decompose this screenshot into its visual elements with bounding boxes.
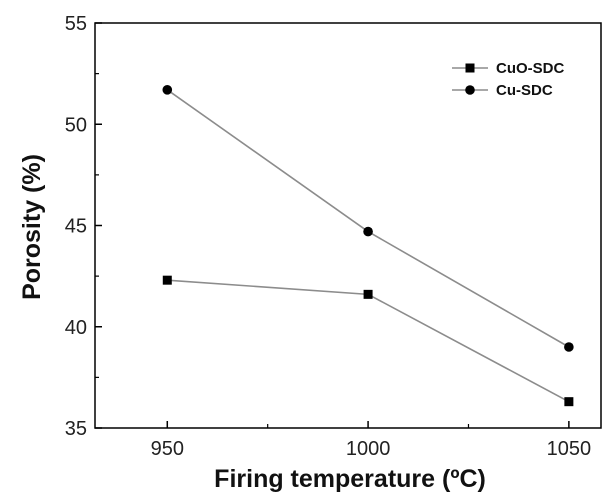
- series-0-point-1: [363, 289, 373, 299]
- y-tick-label-2: 45: [65, 216, 87, 238]
- x-tick-label-2: 1050: [547, 438, 592, 460]
- legend: CuO-SDC Cu-SDC: [452, 60, 564, 99]
- x-axis-title: Firing temperature (ºC): [214, 465, 486, 493]
- x-axis-ticks: 950 1000 1050: [151, 421, 592, 460]
- series-1-point-1: [363, 226, 373, 237]
- y-axis-ticks: 35 40 45 50 55: [65, 13, 102, 440]
- series-0-point-0: [162, 275, 172, 285]
- series-0-point-2: [564, 397, 574, 407]
- legend-marker-1: [465, 85, 475, 95]
- legend-label-0: CuO-SDC: [496, 60, 564, 77]
- legend-label-1: Cu-SDC: [496, 82, 553, 99]
- series-layer: [162, 85, 574, 407]
- x-tick-label-0: 950: [151, 438, 184, 460]
- x-tick-label-1: 1000: [346, 438, 391, 460]
- legend-marker-0: [465, 63, 475, 73]
- y-tick-label-0: 35: [65, 418, 87, 440]
- y-tick-label-4: 55: [65, 13, 87, 35]
- y-axis-title: Porosity (%): [18, 154, 46, 300]
- y-tick-label-3: 50: [65, 114, 87, 136]
- series-1-point-2: [564, 342, 574, 352]
- series-line-1: [166, 89, 570, 348]
- y-tick-label-1: 40: [65, 317, 87, 339]
- series-1-point-0: [162, 85, 173, 95]
